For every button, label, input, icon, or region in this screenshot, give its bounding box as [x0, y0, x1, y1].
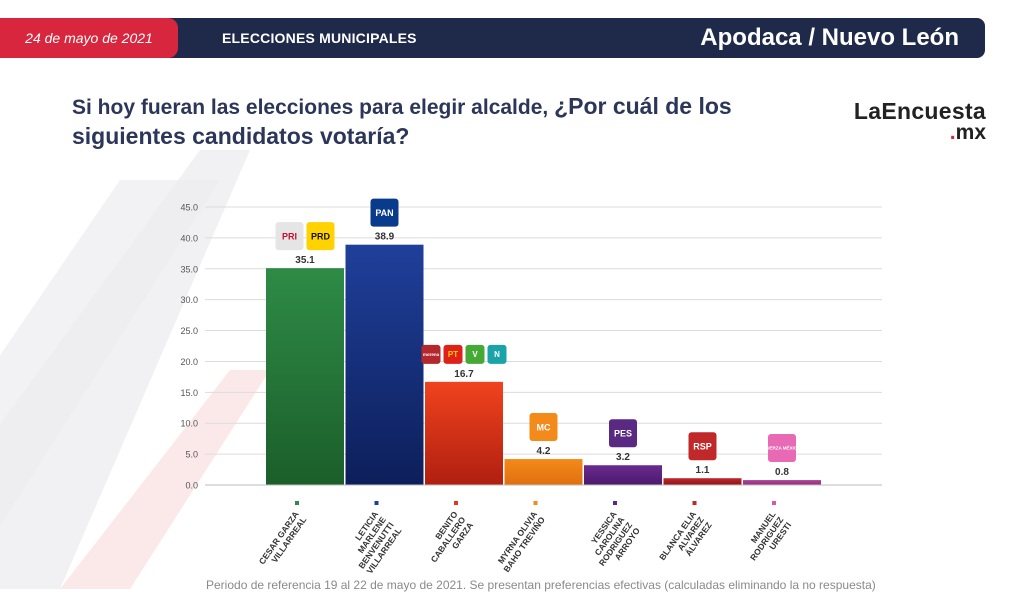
category-label: BENITOCABALLEROGARZA: [421, 509, 476, 570]
party-logo-mc: MC: [529, 413, 558, 442]
party-logo-text: N: [494, 350, 500, 359]
category-marker: [692, 501, 697, 505]
party-logo-pan: PAN: [370, 198, 399, 227]
party-logo-text: FUERZA MÉXICO: [763, 444, 801, 451]
bar: [266, 268, 344, 485]
data-label: 35.1: [295, 255, 315, 266]
data-label: 0.8: [775, 467, 789, 478]
bar: [584, 465, 662, 485]
category-marker: [533, 501, 538, 505]
bar: [743, 480, 821, 485]
question-main: ¿Por cuál de los siguientes candidatos v…: [72, 93, 732, 149]
data-label: 1.1: [696, 465, 710, 476]
y-tick-label: 10.0: [180, 419, 198, 429]
party-logo-morena: morena: [421, 344, 441, 364]
party-logo-pri: PRI: [275, 222, 304, 251]
brand-logo: LaEncuesta .mx: [848, 98, 986, 145]
party-logo-rsp: RSP: [688, 432, 717, 461]
party-logo-box: [370, 198, 399, 227]
footnote: Periodo de referencia 19 al 22 de mayo d…: [206, 578, 876, 592]
party-logo-box: [306, 222, 335, 251]
data-label: 4.2: [537, 446, 551, 457]
party-logo-box: [465, 344, 485, 364]
party-logo-pvem: V: [465, 344, 485, 364]
y-tick-label: 30.0: [180, 295, 198, 305]
brand-tld: mx: [955, 121, 986, 144]
category-label: BLANCA ELIAALVAREZÁLVAREZ: [657, 509, 714, 573]
brand-name: LaEncuesta: [853, 98, 986, 124]
data-label: 3.2: [616, 452, 630, 463]
party-logo-text: PAN: [375, 208, 393, 218]
party-logo-text: V: [472, 350, 478, 359]
question-intro: Si hoy fueran las elecciones para elegir…: [72, 96, 555, 119]
party-logo-box: [529, 413, 558, 442]
party-logo-box: [768, 434, 796, 463]
y-tick-label: 35.0: [180, 264, 198, 274]
party-logo-fxm: FUERZA MÉXICO: [763, 434, 801, 463]
party-logo-pt: PT: [443, 344, 463, 364]
party-logo-box: [487, 344, 507, 364]
location-title: Apodaca / Nuevo León: [700, 24, 959, 51]
data-label: 16.7: [454, 369, 474, 380]
y-tick-label: 45.0: [180, 203, 198, 213]
category-marker: [374, 501, 379, 505]
party-logo-text: morena: [423, 352, 440, 357]
party-logo-text: MC: [537, 422, 551, 432]
y-tick-label: 40.0: [180, 233, 198, 243]
section-title: ELECCIONES MUNICIPALES: [222, 30, 417, 46]
bar: [425, 381, 503, 485]
y-tick-label: 0.0: [185, 481, 198, 491]
bar: [663, 478, 742, 485]
party-logo-text: RSP: [693, 441, 712, 451]
date-badge: 24 de mayo de 2021: [0, 18, 178, 58]
category-marker: [772, 501, 776, 505]
bar: [504, 459, 583, 485]
brand-dot: .: [949, 121, 956, 144]
party-logo-text: PRD: [311, 231, 331, 241]
party-logo-text: PRI: [282, 231, 297, 241]
party-logo-box: [443, 344, 463, 364]
category-marker: [295, 501, 299, 505]
data-label: 38.9: [375, 232, 395, 243]
party-logo-pes: PES: [609, 419, 637, 448]
category-label: MANUELRODRIGUEZURESTI: [740, 509, 793, 567]
category-label: CESAR GARZAVILLARREAL: [257, 509, 309, 571]
category-marker: [613, 501, 617, 505]
party-logo-box: [609, 419, 637, 448]
party-logo-prd: PRD: [306, 222, 335, 251]
bar: [345, 244, 424, 485]
category-label: LETICIAMARLENEBENVENUTTIVILLARREAL: [341, 509, 404, 576]
party-logo-box: [275, 222, 304, 251]
category-label: YESSICACAROLINARODRIGUEZARROYO: [581, 509, 642, 573]
brand-domain: .mx: [848, 121, 986, 145]
party-logo-na: N: [487, 344, 507, 364]
top-banner: 24 de mayo de 2021 ELECCIONES MUNICIPALE…: [0, 18, 985, 58]
y-tick-label: 25.0: [180, 326, 198, 336]
category-label: MYRNA OLIVIABAHO TREVIÑO: [494, 509, 548, 574]
category-marker: [454, 501, 458, 505]
party-logo-box: [421, 344, 441, 364]
party-logo-text: PT: [448, 350, 458, 359]
y-tick-label: 20.0: [180, 357, 198, 367]
y-tick-label: 5.0: [185, 450, 198, 460]
party-logo-text: PES: [614, 428, 632, 438]
party-logo-box: [688, 432, 717, 461]
survey-question: Si hoy fueran las elecciones para elegir…: [72, 92, 832, 152]
y-tick-label: 15.0: [180, 388, 198, 398]
